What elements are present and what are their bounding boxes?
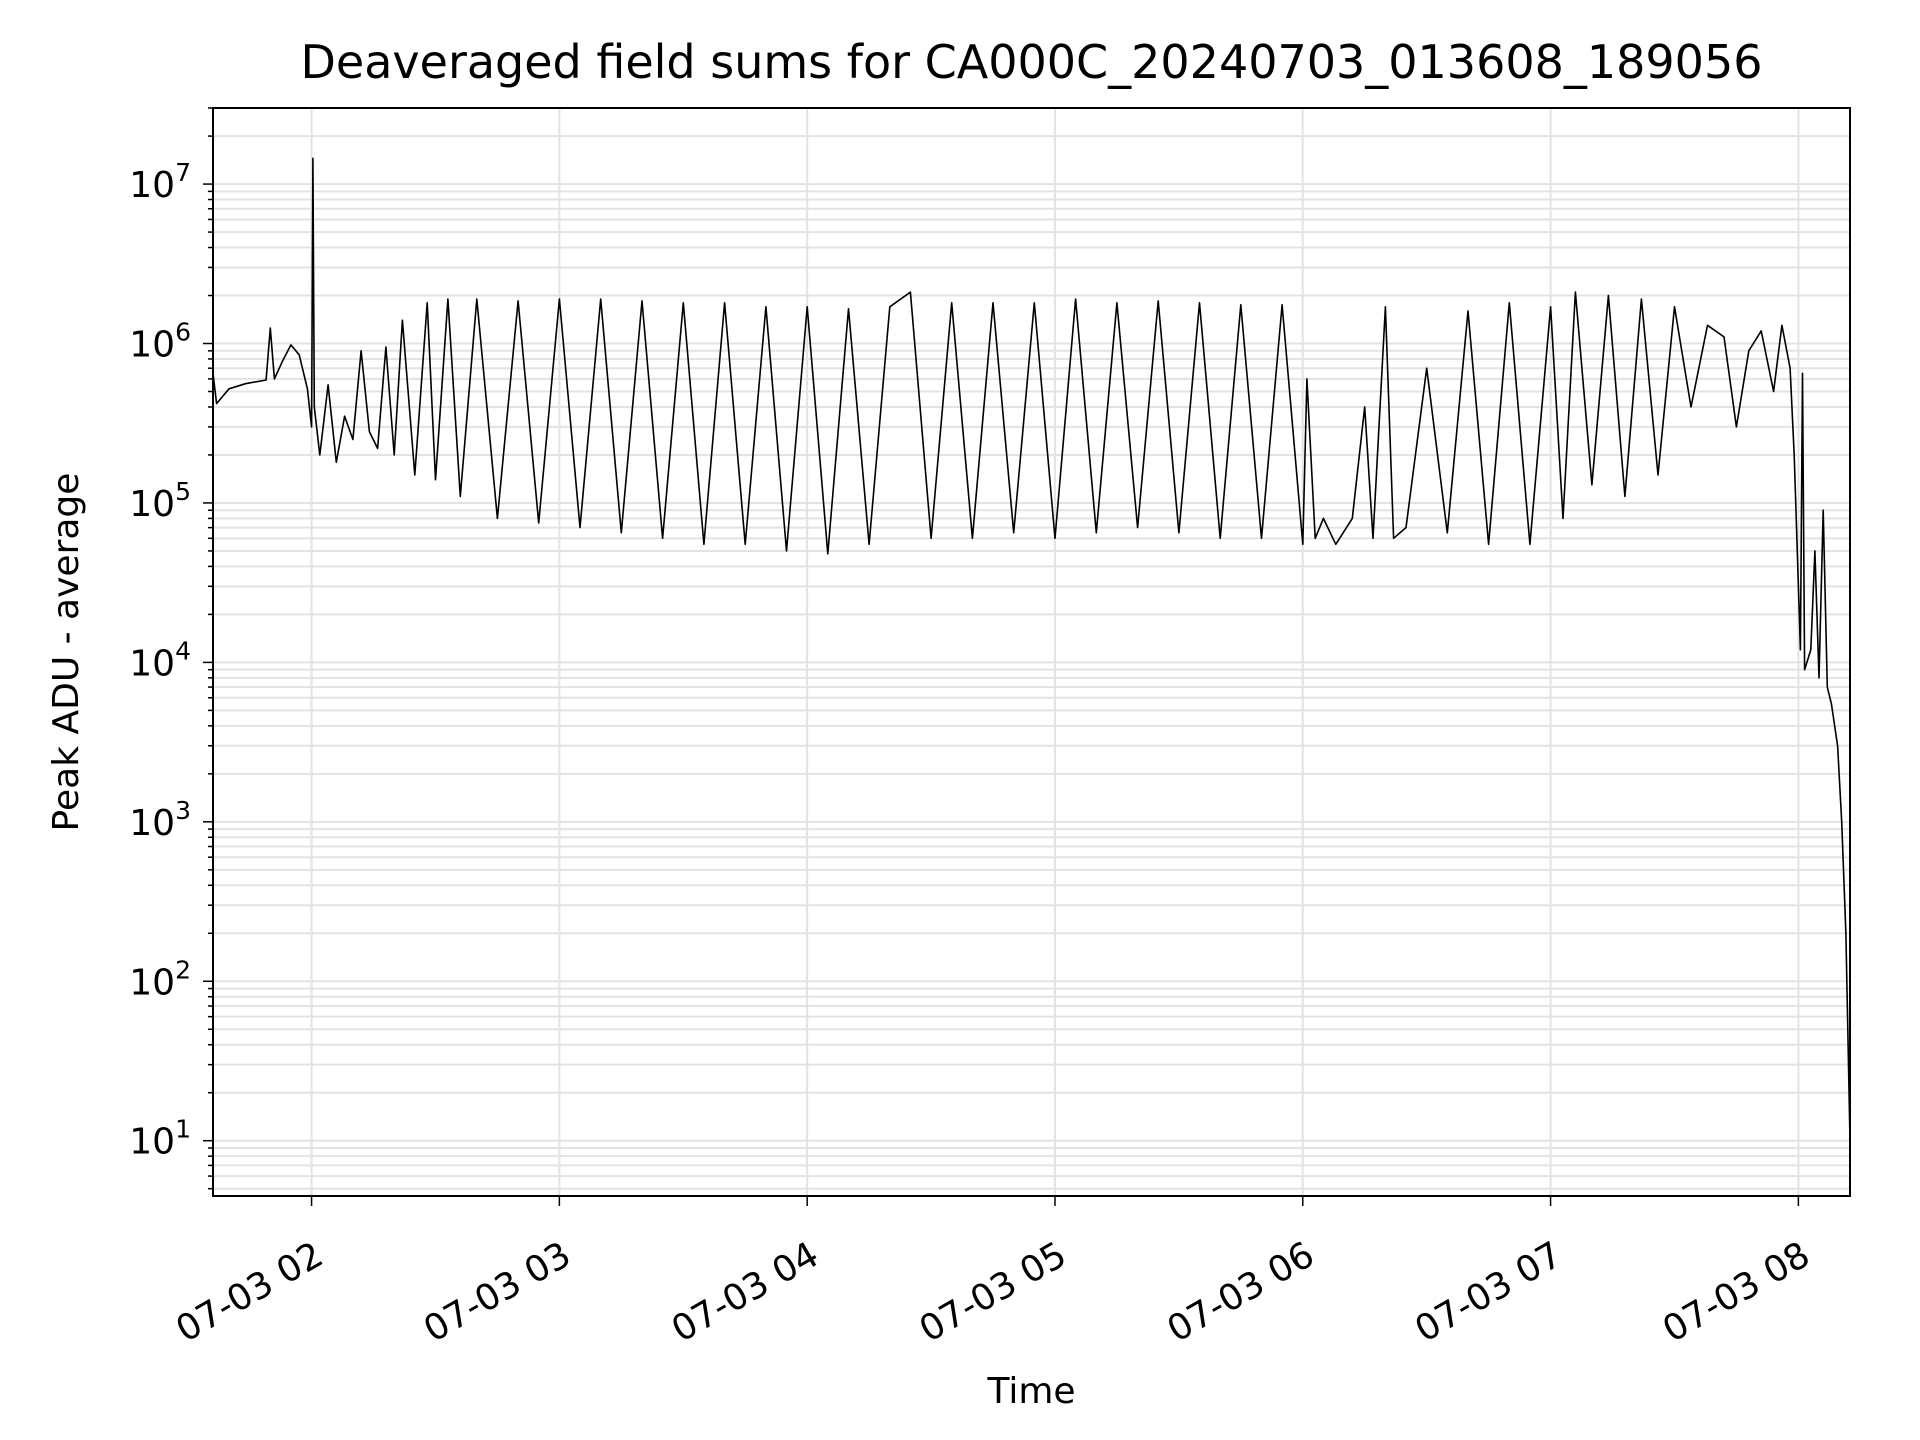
gridlines bbox=[213, 107, 1850, 1196]
y-tick-label: 101 bbox=[129, 1115, 191, 1163]
series-line bbox=[212, 157, 1851, 1141]
series-layer bbox=[212, 157, 1851, 1141]
y-tick-label: 107 bbox=[129, 158, 191, 206]
y-axis-label: Peak ADU - average bbox=[46, 473, 87, 832]
y-tick-label: 103 bbox=[129, 796, 191, 844]
y-tick-label: 105 bbox=[129, 477, 191, 525]
y-tick-label: 102 bbox=[129, 955, 191, 1003]
x-axis-label: Time bbox=[986, 1371, 1075, 1412]
chart-title: Deaveraged field sums for CA000C_2024070… bbox=[301, 35, 1763, 89]
y-tick-label: 104 bbox=[129, 636, 191, 684]
y-tick-label: 106 bbox=[129, 318, 191, 366]
plot-frame bbox=[212, 107, 1851, 1197]
y-axis: 101 102 103 104 105 106 107 bbox=[129, 107, 213, 1190]
